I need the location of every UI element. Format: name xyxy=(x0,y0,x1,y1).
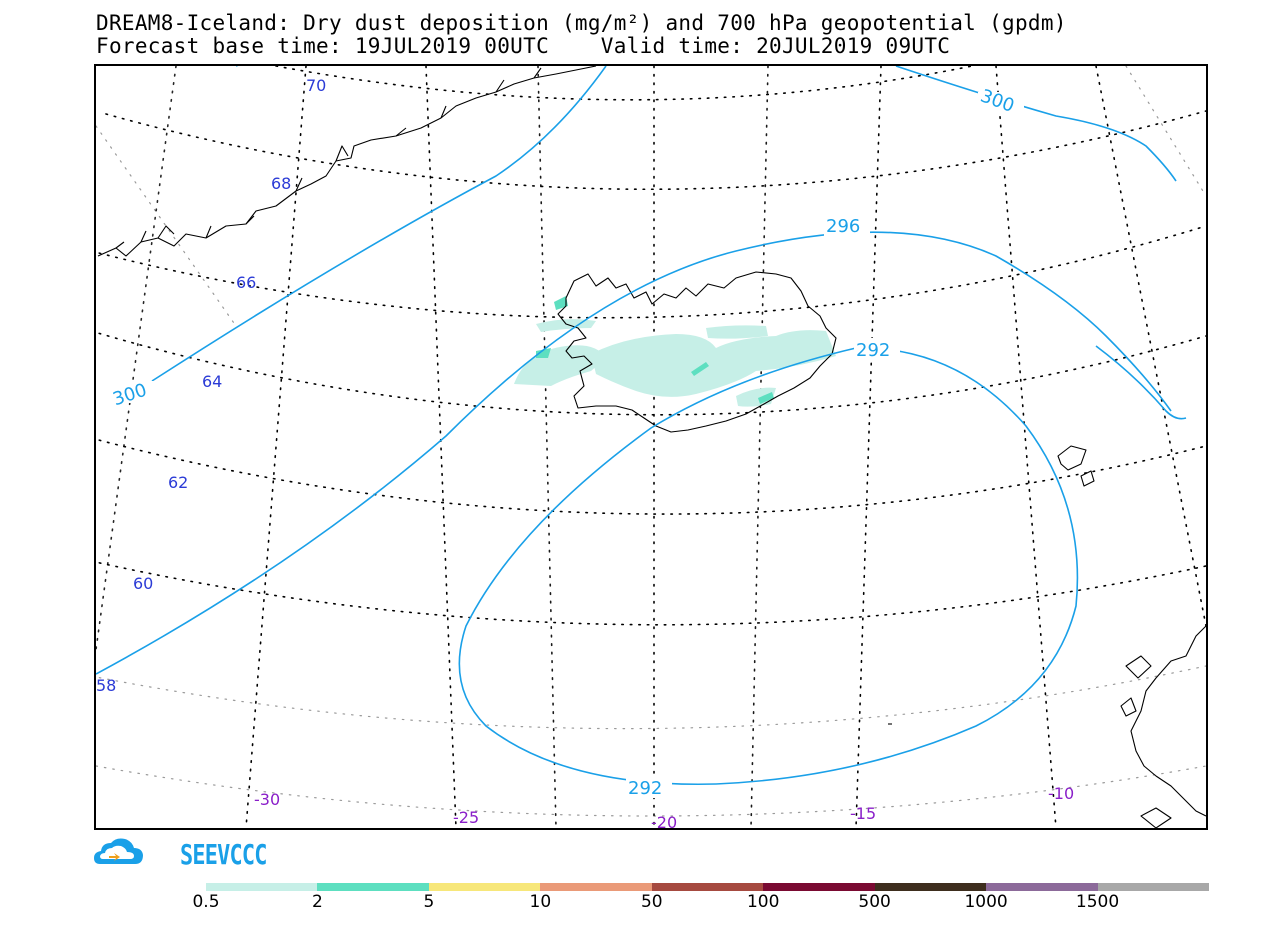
latitude-label-58: 58 xyxy=(96,676,116,695)
greenland-fjords xyxy=(115,67,542,249)
legend-swatch xyxy=(317,883,429,891)
scotland-coastline xyxy=(1130,625,1206,817)
longitude-label-minus10: -10 xyxy=(1048,784,1074,803)
legend-swatch xyxy=(986,883,1098,891)
contour-label-292: 292 xyxy=(856,340,890,361)
legend-label: 500 xyxy=(858,892,891,912)
map-canvas: 300 300 296 292 292 70 68 66 64 62 60 58… xyxy=(96,66,1206,828)
longitude-label-minus15: -15 xyxy=(850,804,876,823)
contour-label-292: 292 xyxy=(628,778,662,799)
latitude-graticule xyxy=(96,66,1206,626)
graticule-lat-62 xyxy=(96,438,1206,515)
graticule-lon-30 xyxy=(245,66,307,828)
contour-296 xyxy=(96,231,1172,675)
cloud-icon xyxy=(94,838,143,864)
longitude-label-minus30: -30 xyxy=(254,790,280,809)
legend-label: 10 xyxy=(529,892,552,912)
graticule-lon-15 xyxy=(855,66,882,828)
map-frame: 300 300 296 292 292 70 68 66 64 62 60 58… xyxy=(94,64,1208,830)
contour-300-west xyxy=(151,66,607,382)
graticule-lat-66 xyxy=(96,225,1206,319)
faroe-islands xyxy=(1057,445,1095,487)
latitude-label-70: 70 xyxy=(306,76,326,95)
dust-area-low xyxy=(736,387,776,407)
longitude-labels: -30 -25 -20 -15 -10 xyxy=(254,784,1074,828)
longitude-label-minus25: -25 xyxy=(453,808,479,827)
dust-area-low xyxy=(591,330,836,397)
coastlines xyxy=(97,66,1206,828)
contour-292 xyxy=(458,347,1079,786)
geopotential-contours xyxy=(96,66,1187,786)
longitude-graticule xyxy=(96,66,1206,828)
dust-deposition-shading xyxy=(514,296,836,407)
legend-label: 5 xyxy=(423,892,435,912)
latitude-labels: 70 68 66 64 62 60 58 xyxy=(96,76,326,695)
graticule-lon-35 xyxy=(96,66,177,656)
latitude-label-64: 64 xyxy=(202,372,222,391)
contour-label-296: 296 xyxy=(826,216,860,237)
map-title: DREAM8-Iceland: Dry dust deposition (mg/… xyxy=(96,11,1067,35)
graticule-lon-22 xyxy=(537,66,557,828)
legend-label: 1000 xyxy=(964,892,1008,912)
dust-area-low xyxy=(706,325,768,339)
graticule-lon-5 xyxy=(1095,66,1206,627)
greenland-coastline xyxy=(97,66,597,257)
dust-area-low xyxy=(514,345,606,386)
legend-swatch xyxy=(540,883,652,891)
graticule-lon-10 xyxy=(995,66,1057,828)
color-legend xyxy=(206,883,1209,891)
legend-label: 50 xyxy=(640,892,663,912)
latitude-label-60: 60 xyxy=(133,574,153,593)
latitude-label-66: 66 xyxy=(236,273,256,292)
scotland-islands xyxy=(1120,655,1172,828)
dust-area-mid xyxy=(758,392,774,404)
dust-area-mid xyxy=(691,362,709,376)
legend-swatch xyxy=(206,883,318,891)
map-time-info: Forecast base time: 19JUL2019 00UTC Vali… xyxy=(96,34,951,58)
graticule-lat-60 xyxy=(96,561,1206,626)
graticule-lat-70 xyxy=(275,66,977,101)
seevccc-logo: SEEVCCC xyxy=(94,836,304,871)
dust-area-mid xyxy=(536,348,551,358)
legend-label: 2 xyxy=(312,892,323,912)
legend-swatch xyxy=(428,883,541,891)
graticule-lon-25 xyxy=(425,66,457,828)
contour-300-north-east xyxy=(895,66,1177,182)
legend-label: 100 xyxy=(746,892,780,912)
dust-area-mid xyxy=(554,296,568,310)
legend-swatch xyxy=(763,883,875,891)
legend-swatch xyxy=(874,883,987,891)
legend-swatch xyxy=(651,883,764,891)
contour-labels: 300 300 296 292 292 xyxy=(110,85,1024,799)
graticule-lat-68 xyxy=(105,110,1206,191)
logo-text: SEEVCCC xyxy=(180,838,267,871)
latitude-label-62: 62 xyxy=(168,473,188,492)
legend-swatch xyxy=(1097,883,1209,891)
iceland-coastline xyxy=(557,271,837,433)
legend-label: 1500 xyxy=(1075,892,1120,912)
contour-300-east xyxy=(1095,345,1187,420)
longitude-label-minus20: -20 xyxy=(651,813,677,828)
graticule-lat-64 xyxy=(96,331,1206,416)
legend-label: 0.5 xyxy=(192,892,220,912)
latitude-graticule-faint xyxy=(96,66,1206,817)
graticule-lon-17 xyxy=(750,66,769,828)
dust-area-low xyxy=(536,319,596,332)
latitude-label-68: 68 xyxy=(271,174,291,193)
